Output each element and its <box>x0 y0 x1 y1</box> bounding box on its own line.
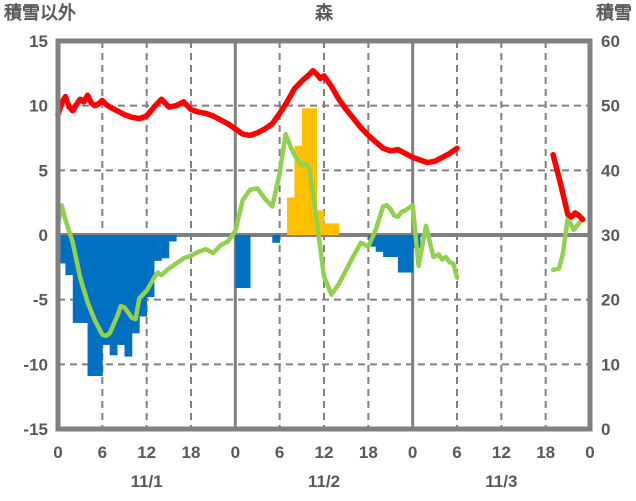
left-axis-title: 積雪以外 <box>4 3 76 23</box>
negative-bar <box>65 235 74 276</box>
hour-tick-label: 18 <box>182 443 201 462</box>
red-line-segment <box>550 152 586 223</box>
right-tick-label: 40 <box>601 161 620 180</box>
negative-bar <box>375 235 384 252</box>
negative-bar <box>235 235 244 289</box>
negative-bar <box>168 235 177 242</box>
positive-bar <box>331 223 340 235</box>
positive-bar <box>316 210 325 235</box>
left-tick-label: 10 <box>29 97 48 116</box>
negative-bar <box>124 235 133 357</box>
negative-bar <box>146 235 155 298</box>
hour-tick-label: 0 <box>585 443 594 462</box>
right-tick-label: 50 <box>601 97 620 116</box>
negative-bar <box>390 235 399 257</box>
negative-bar <box>405 235 414 273</box>
right-tick-label: 0 <box>601 420 610 439</box>
negative-bar <box>94 235 103 376</box>
chart-title: 森 <box>315 3 333 23</box>
positive-bar <box>294 145 303 235</box>
hour-tick-label: 6 <box>98 443 107 462</box>
hour-tick-label: 6 <box>452 443 461 462</box>
positive-bar <box>309 108 318 235</box>
negative-bar <box>131 235 140 334</box>
right-tick-label: 10 <box>601 355 620 374</box>
hour-tick-label: 12 <box>137 443 156 462</box>
left-tick-label: 0 <box>39 226 48 245</box>
hour-tick-label: 0 <box>408 443 417 462</box>
negative-bar <box>154 235 162 261</box>
left-tick-label: 5 <box>39 161 48 180</box>
negative-bar <box>87 235 96 376</box>
date-label: 11/1 <box>131 472 163 491</box>
left-tick-label: -15 <box>23 420 48 439</box>
negative-bar <box>80 235 88 323</box>
left-tick-label: -10 <box>23 355 48 374</box>
positive-bar <box>324 223 332 235</box>
date-label: 11/3 <box>485 472 517 491</box>
hour-tick-label: 0 <box>53 443 62 462</box>
negative-bar <box>109 235 118 356</box>
hour-tick-label: 0 <box>231 443 240 462</box>
hour-tick-label: 12 <box>315 443 334 462</box>
hour-tick-label: 12 <box>492 443 511 462</box>
negative-bar <box>102 235 111 345</box>
left-tick-label: 15 <box>29 32 48 51</box>
right-axis-title: 積雪 <box>596 3 632 23</box>
negative-bar <box>72 235 81 323</box>
green-line-segment <box>55 131 460 339</box>
red-line-segment <box>55 67 460 166</box>
green-line <box>55 131 585 339</box>
date-label: 11/2 <box>308 472 340 491</box>
red-line <box>55 67 586 223</box>
positive-bar <box>287 197 295 235</box>
right-tick-label: 30 <box>601 226 620 245</box>
negative-bar <box>139 235 148 317</box>
right-tick-label: 20 <box>601 291 620 310</box>
right-axis-ticks: 60 50 40 30 20 10 0 <box>601 32 620 439</box>
negative-bar <box>117 235 125 345</box>
plot-frame <box>55 38 593 432</box>
hour-tick-label: 18 <box>536 443 555 462</box>
negative-bar <box>397 235 406 273</box>
date-labels: 11/1 11/2 11/3 <box>131 472 518 491</box>
positive-bar <box>301 108 310 235</box>
x-axis-ticks: 0 6 12 18 0 6 12 18 0 6 12 18 0 <box>53 443 594 462</box>
left-tick-label: -5 <box>33 291 48 310</box>
green-line-segment <box>550 215 585 273</box>
negative-bar <box>58 235 66 264</box>
hourly-bars <box>58 108 421 376</box>
left-axis-ticks: 15 10 5 0 -5 -10 -15 <box>23 32 48 439</box>
hour-tick-label: 6 <box>275 443 284 462</box>
negative-bar <box>161 235 170 259</box>
right-tick-label: 60 <box>601 32 620 51</box>
negative-bar <box>383 235 391 257</box>
negative-bar <box>242 235 251 289</box>
negative-bar <box>272 235 281 243</box>
hour-tick-label: 18 <box>359 443 378 462</box>
